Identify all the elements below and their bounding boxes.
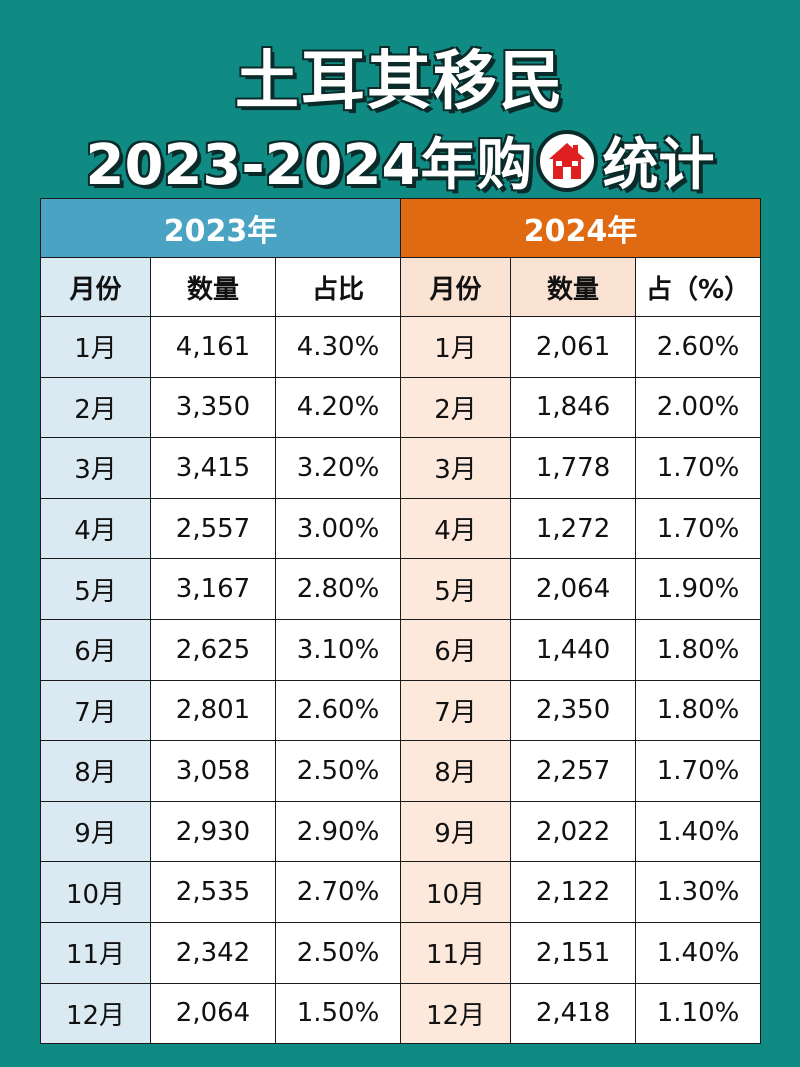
month-2024-cell: 12月	[400, 982, 512, 1045]
table-row: 7月 2,801 2.60% 7月 2,350 1.80%	[40, 679, 762, 742]
month-2023-cell: 4月	[40, 497, 151, 560]
month-2024-cell: 6月	[400, 618, 512, 681]
quantity-2024-cell: 1,778	[510, 437, 637, 499]
table-row: 9月 2,930 2.90% 9月 2,022 1.40%	[40, 800, 762, 863]
share-2024-cell: 1.70%	[635, 740, 762, 802]
quantity-2023-cell: 2,535	[150, 861, 276, 923]
table-row: 5月 3,167 2.80% 5月 2,064 1.90%	[40, 558, 762, 620]
share-2023-cell: 2.80%	[274, 558, 402, 620]
month-2023-cell: 11月	[40, 921, 151, 984]
month-2023-cell: 6月	[40, 618, 151, 681]
table-row: 8月 3,058 2.50% 8月 2,257 1.70%	[40, 740, 762, 802]
quantity-2023-cell: 2,557	[150, 497, 276, 560]
table-row: 3月 3,415 3.20% 3月 1,778 1.70%	[40, 437, 762, 499]
share-2024-cell: 2.60%	[635, 316, 762, 378]
table-row: 11月 2,342 2.50% 11月 2,151 1.40%	[40, 921, 762, 984]
share-2024-cell: 1.80%	[635, 618, 762, 681]
page-subtitle: 2023-2024年购 统计	[0, 120, 800, 201]
month-2024-cell: 8月	[400, 740, 512, 802]
quantity-2024-cell: 2,064	[510, 558, 637, 620]
table-body: 1月 4,161 4.30% 1月 2,061 2.60% 2月 3,350 4.20% 2月 1,…	[40, 316, 762, 1045]
quantity-2023-cell: 2,930	[150, 800, 276, 863]
month-2023-cell: 12月	[40, 982, 151, 1045]
quantity-2024-cell: 2,350	[510, 679, 637, 742]
quantity-2023-cell: 3,350	[150, 376, 276, 439]
data-table: 2023年 2024年 月份 数量 占比 月份 数量 占（%） 1月 4,161 4…	[39, 198, 762, 1045]
share-2024-cell: 1.30%	[635, 861, 762, 923]
month-2024-cell: 4月	[400, 497, 512, 560]
quantity-2024-cell: 2,257	[510, 740, 637, 802]
year-2023-header: 2023年	[39, 198, 402, 258]
month-2023-cell: 3月	[40, 437, 151, 499]
share-2024-cell: 1.80%	[635, 679, 762, 742]
table-row: 6月 2,625 3.10% 6月 1,440 1.80%	[40, 618, 762, 681]
month-2023-cell: 9月	[40, 800, 151, 863]
page-title: 土耳其移民	[235, 45, 565, 119]
quantity-2024-cell: 1,272	[510, 497, 637, 560]
table-row: 10月 2,535 2.70% 10月 2,122 1.30%	[40, 861, 762, 923]
share-2023-cell: 4.20%	[274, 376, 402, 439]
quantity-2023-cell: 2,625	[150, 618, 276, 681]
quantity-2023-cell: 3,058	[150, 740, 276, 802]
month-2023-cell: 10月	[40, 861, 151, 923]
col-quantity-2023: 数量	[150, 257, 276, 317]
share-2024-cell: 1.10%	[635, 982, 762, 1045]
table-row: 1月 4,161 4.30% 1月 2,061 2.60%	[40, 316, 762, 378]
year-2024-header: 2024年	[400, 198, 762, 258]
month-2024-cell: 9月	[400, 800, 512, 863]
table-row: 12月 2,064 1.50% 12月 2,418 1.10%	[40, 982, 762, 1045]
month-2024-cell: 10月	[400, 861, 512, 923]
month-2024-cell: 5月	[400, 558, 512, 620]
col-quantity-2024: 数量	[510, 257, 637, 317]
table-row: 2月 3,350 4.20% 2月 1,846 2.00%	[40, 376, 762, 439]
share-2024-cell: 2.00%	[635, 376, 762, 439]
quantity-2023-cell: 2,801	[150, 679, 276, 742]
share-2023-cell: 3.10%	[274, 618, 402, 681]
quantity-2023-cell: 3,167	[150, 558, 276, 620]
house-icon	[536, 129, 599, 192]
month-2024-cell: 2月	[400, 376, 512, 439]
share-2023-cell: 2.70%	[274, 861, 402, 923]
quantity-2024-cell: 2,418	[510, 982, 637, 1045]
share-2023-cell: 1.50%	[274, 982, 402, 1045]
share-2023-cell: 4.30%	[274, 316, 402, 378]
share-2023-cell: 2.50%	[274, 740, 402, 802]
share-2023-cell: 2.60%	[274, 679, 402, 742]
share-2023-cell: 3.00%	[274, 497, 402, 560]
quantity-2023-cell: 2,064	[150, 982, 276, 1045]
month-2024-cell: 11月	[400, 921, 512, 984]
col-month-2024: 月份	[400, 257, 512, 317]
col-month-2023: 月份	[40, 257, 151, 317]
quantity-2024-cell: 1,846	[510, 376, 637, 439]
quantity-2023-cell: 3,415	[150, 437, 276, 499]
month-2023-cell: 1月	[40, 316, 151, 378]
share-2024-cell: 1.90%	[635, 558, 762, 620]
col-share-2024: 占（%）	[635, 257, 762, 317]
month-2023-cell: 2月	[40, 376, 151, 439]
quantity-2024-cell: 2,022	[510, 800, 637, 863]
share-2024-cell: 1.70%	[635, 497, 762, 560]
table-row: 4月 2,557 3.00% 4月 1,272 1.70%	[40, 497, 762, 560]
subtitle-suffix: 统计	[602, 133, 715, 198]
share-2023-cell: 3.20%	[274, 437, 402, 499]
month-2024-cell: 1月	[400, 316, 512, 378]
month-2024-cell: 7月	[400, 679, 512, 742]
col-share-2023: 占比	[274, 257, 402, 317]
share-2024-cell: 1.40%	[635, 800, 762, 863]
month-2024-cell: 3月	[400, 437, 512, 499]
month-2023-cell: 5月	[40, 558, 151, 620]
quantity-2023-cell: 2,342	[150, 921, 276, 984]
month-2023-cell: 7月	[40, 679, 151, 742]
share-2023-cell: 2.50%	[274, 921, 402, 984]
quantity-2023-cell: 4,161	[150, 316, 276, 378]
quantity-2024-cell: 2,061	[510, 316, 637, 378]
month-2023-cell: 8月	[40, 740, 151, 802]
share-2024-cell: 1.40%	[635, 921, 762, 984]
quantity-2024-cell: 2,151	[510, 921, 637, 984]
quantity-2024-cell: 2,122	[510, 861, 637, 923]
subtitle-prefix: 2023-2024年购	[85, 133, 533, 198]
share-2024-cell: 1.70%	[635, 437, 762, 499]
share-2023-cell: 2.90%	[274, 800, 402, 863]
quantity-2024-cell: 1,440	[510, 618, 637, 681]
